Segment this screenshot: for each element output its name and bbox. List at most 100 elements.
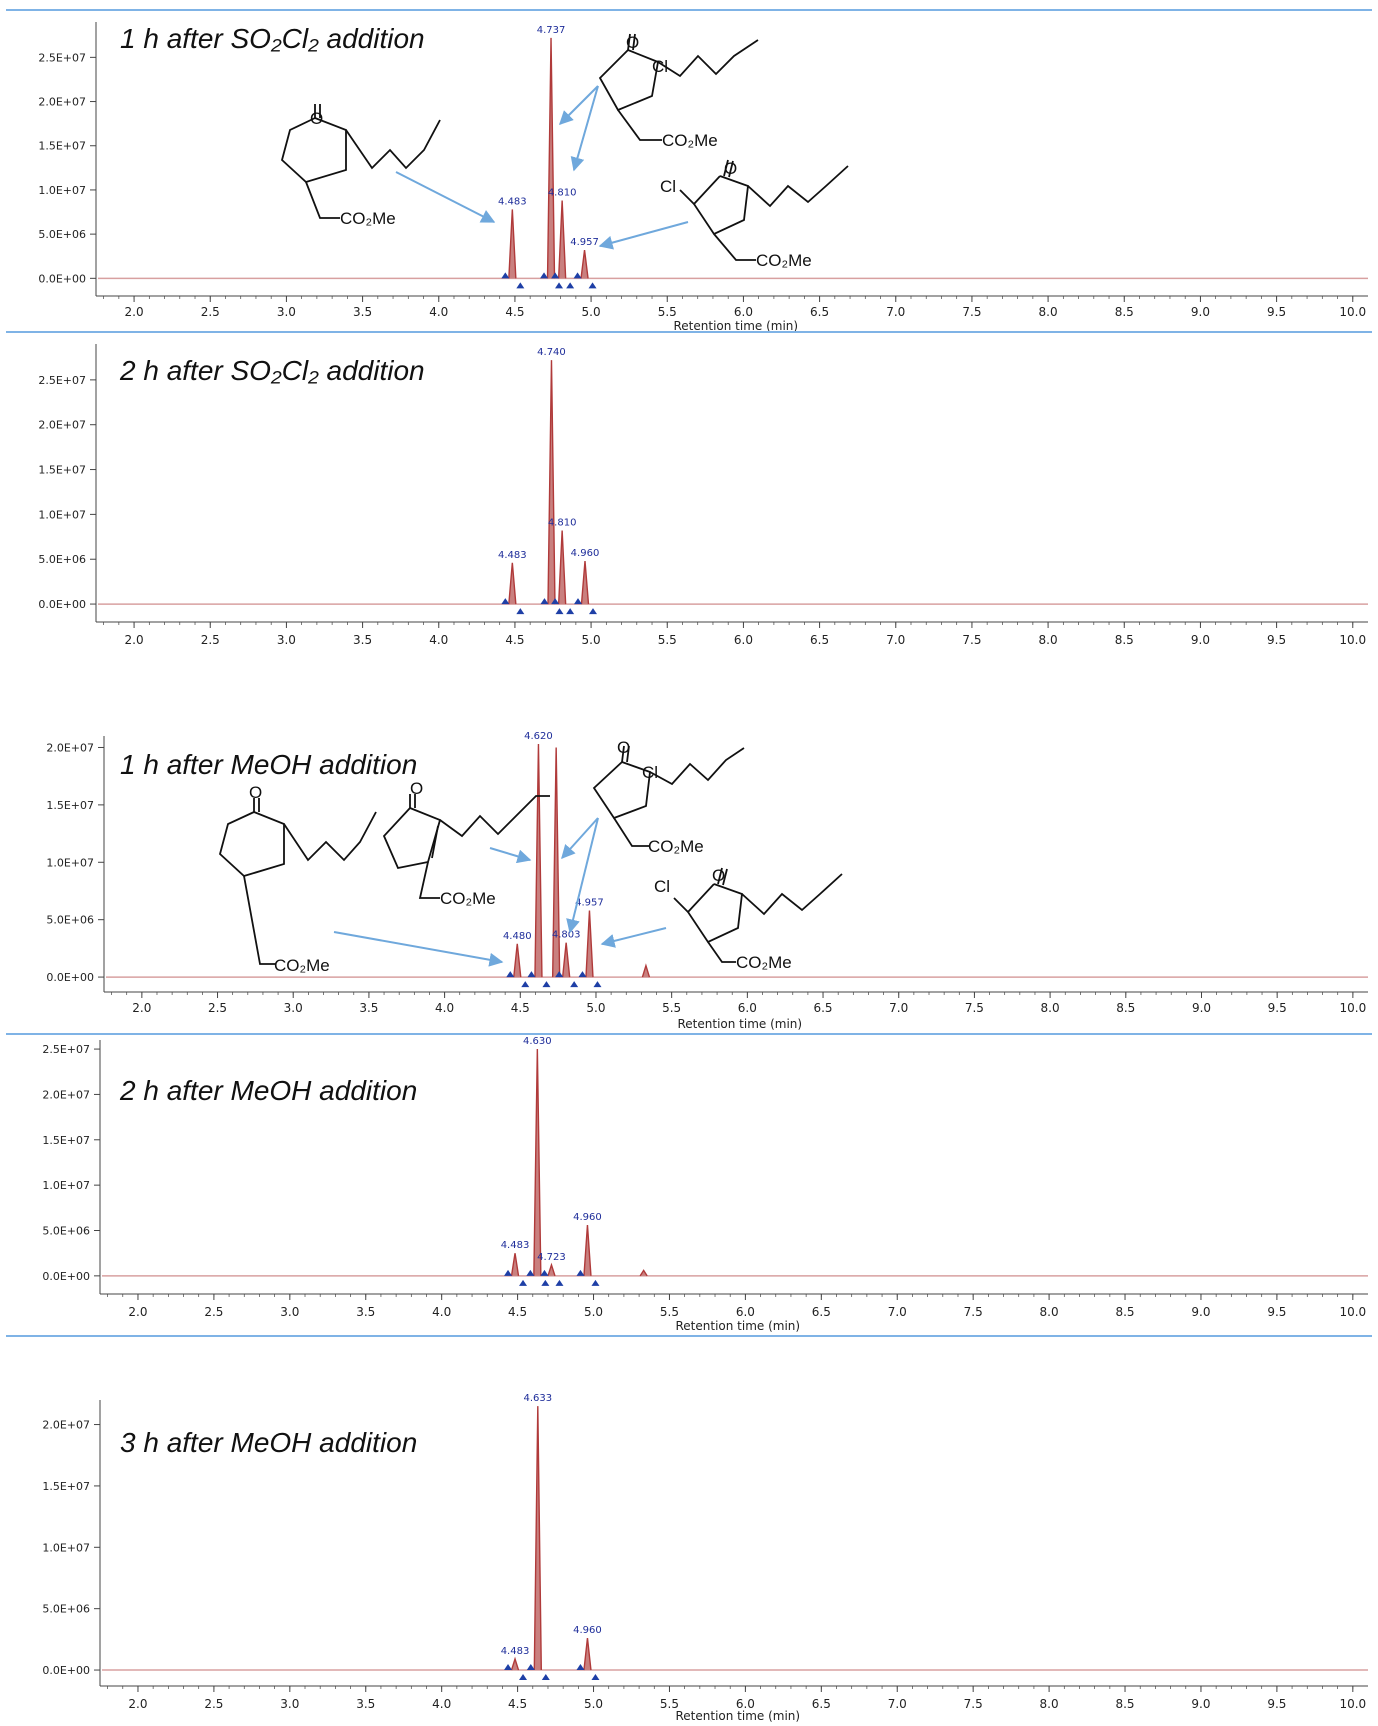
x-tick-label: 2.0	[128, 1697, 147, 1711]
x-tick-label: 6.0	[738, 1001, 757, 1015]
y-tick-label: 2.0E+07	[38, 96, 86, 109]
integration-marker	[540, 272, 549, 279]
peak-label: 4.960	[573, 1625, 602, 1636]
x-tick-label: 2.0	[132, 1001, 151, 1015]
x-tick-label: 9.0	[1191, 1305, 1210, 1319]
x-tick-label: 3.0	[277, 305, 296, 319]
x-tick-label: 9.0	[1191, 1697, 1210, 1711]
y-tick-label: 5.0E+06	[46, 914, 94, 927]
arrow-chloro-alpha-to-4810	[570, 85, 599, 172]
x-tick-label: 5.5	[662, 1001, 681, 1015]
structure-chloro-alpha-b: O Cl CO₂Me	[592, 738, 745, 856]
structure-enone-o: O	[410, 779, 423, 798]
integration-marker	[516, 608, 525, 615]
x-tick-label: 6.5	[810, 633, 829, 647]
x-tick-label: 9.0	[1192, 1001, 1211, 1015]
x-tick-label: 6.0	[736, 1305, 755, 1319]
y-tick-label: 0.0E+00	[42, 1270, 90, 1283]
x-tick-label: 5.0	[582, 305, 601, 319]
y-tick-label: 5.0E+06	[42, 1225, 90, 1238]
integration-marker	[527, 971, 536, 978]
integration-marker	[506, 971, 515, 978]
x-tick-label: 10.0	[1339, 305, 1366, 319]
x-tick-label: 7.0	[888, 1697, 907, 1711]
structure-chloro-alpha-cl: Cl	[652, 57, 668, 76]
y-tick-label: 1.5E+07	[38, 464, 86, 477]
integration-marker	[555, 971, 564, 978]
peak-label: 4.960	[573, 1212, 602, 1223]
x-tick-label: 7.5	[962, 305, 981, 319]
chromatogram-peak	[547, 1262, 556, 1277]
panel-title: 3 h after MeOH addition	[120, 1427, 417, 1458]
x-tick-label: 3.5	[353, 633, 372, 647]
integration-marker	[519, 1279, 528, 1286]
integration-marker	[521, 981, 530, 988]
peak-label: 4.803	[552, 930, 581, 941]
chromatogram-peak	[546, 37, 556, 279]
x-tick-label: 7.5	[962, 633, 981, 647]
x-tick-label: 7.0	[889, 1001, 908, 1015]
y-tick-label: 1.0E+07	[46, 856, 94, 869]
integration-marker	[591, 1279, 600, 1286]
y-tick-label: 2.0E+07	[38, 419, 86, 432]
x-tick-label: 6.5	[813, 1001, 832, 1015]
x-tick-label: 4.0	[432, 1305, 451, 1319]
x-tick-label: 3.5	[356, 1305, 375, 1319]
integration-marker	[551, 272, 560, 279]
integration-marker	[501, 598, 510, 605]
structure-chloro-ring-b-cl: Cl	[654, 877, 670, 896]
panel-title: 2 h after MeOH addition	[119, 1075, 417, 1106]
chromatogram-peak	[641, 963, 651, 978]
x-tick-label: 2.5	[208, 1001, 227, 1015]
structure-ketoester-ester: CO₂Me	[340, 209, 396, 228]
x-tick-label: 10.0	[1339, 633, 1366, 647]
integration-marker	[570, 981, 579, 988]
chromatogram-peak	[547, 360, 556, 605]
y-tick-label: 0.0E+00	[38, 272, 86, 285]
x-tick-label: 3.0	[284, 1001, 303, 1015]
x-tick-label: 7.5	[965, 1001, 984, 1015]
integration-marker	[541, 1279, 550, 1286]
x-tick-label: 9.5	[1267, 1697, 1286, 1711]
integration-marker	[551, 598, 560, 605]
x-tick-label: 4.5	[505, 305, 524, 319]
y-tick-label: 1.5E+07	[38, 140, 86, 153]
x-tick-label: 7.0	[886, 633, 905, 647]
chromatogram-peak	[557, 200, 567, 279]
peak-label: 4.483	[501, 1646, 530, 1657]
structure-chloro-alpha: O Cl CO₂Me	[598, 33, 759, 150]
structure-chloro-ring-cl: Cl	[660, 177, 676, 196]
integration-marker	[555, 282, 564, 289]
chromatogram-peak	[557, 530, 567, 605]
structure-ketoester-b-o: O	[249, 783, 262, 802]
peak-label: 4.957	[575, 897, 604, 908]
panel-1-arrows	[395, 85, 689, 250]
y-tick-label: 2.5E+07	[42, 1043, 90, 1056]
chromatogram-panel-1: 0.0E+00 5.0E+06 1.0E+07 1.5E+07 2.0E+07 2.5E+…	[6, 9, 1372, 333]
integration-marker	[588, 282, 597, 289]
x-tick-label: 7.5	[964, 1305, 983, 1319]
y-tick-label: 1.5E+07	[46, 799, 94, 812]
structure-ketoester-b-ester: CO₂Me	[274, 956, 330, 975]
x-tick-label: 5.5	[660, 1305, 679, 1319]
integration-marker	[504, 1269, 513, 1276]
x-tick-label: 6.0	[736, 1697, 755, 1711]
chromatogram-peak	[534, 744, 543, 978]
arrow-chloro-alpha-to-4737	[559, 85, 599, 125]
integration-marker	[573, 598, 582, 605]
panel-title: 1 h after MeOH addition	[120, 749, 417, 780]
integration-marker	[578, 971, 587, 978]
arrow-chloro-alpha-b-to-4737	[561, 817, 599, 860]
peak-label: 4.810	[548, 188, 577, 199]
integration-marker	[555, 1279, 564, 1286]
integration-marker	[542, 981, 551, 988]
y-tick-label: 5.0E+06	[38, 553, 86, 566]
x-tick-label: 9.5	[1267, 305, 1286, 319]
chromatogram-peak	[639, 1269, 648, 1277]
x-tick-label: 6.5	[812, 1305, 831, 1319]
x-tick-label: 3.0	[280, 1697, 299, 1711]
x-tick-label: 6.5	[812, 1697, 831, 1711]
x-tick-label: 4.0	[429, 305, 448, 319]
y-tick-label: 1.5E+07	[42, 1134, 90, 1147]
